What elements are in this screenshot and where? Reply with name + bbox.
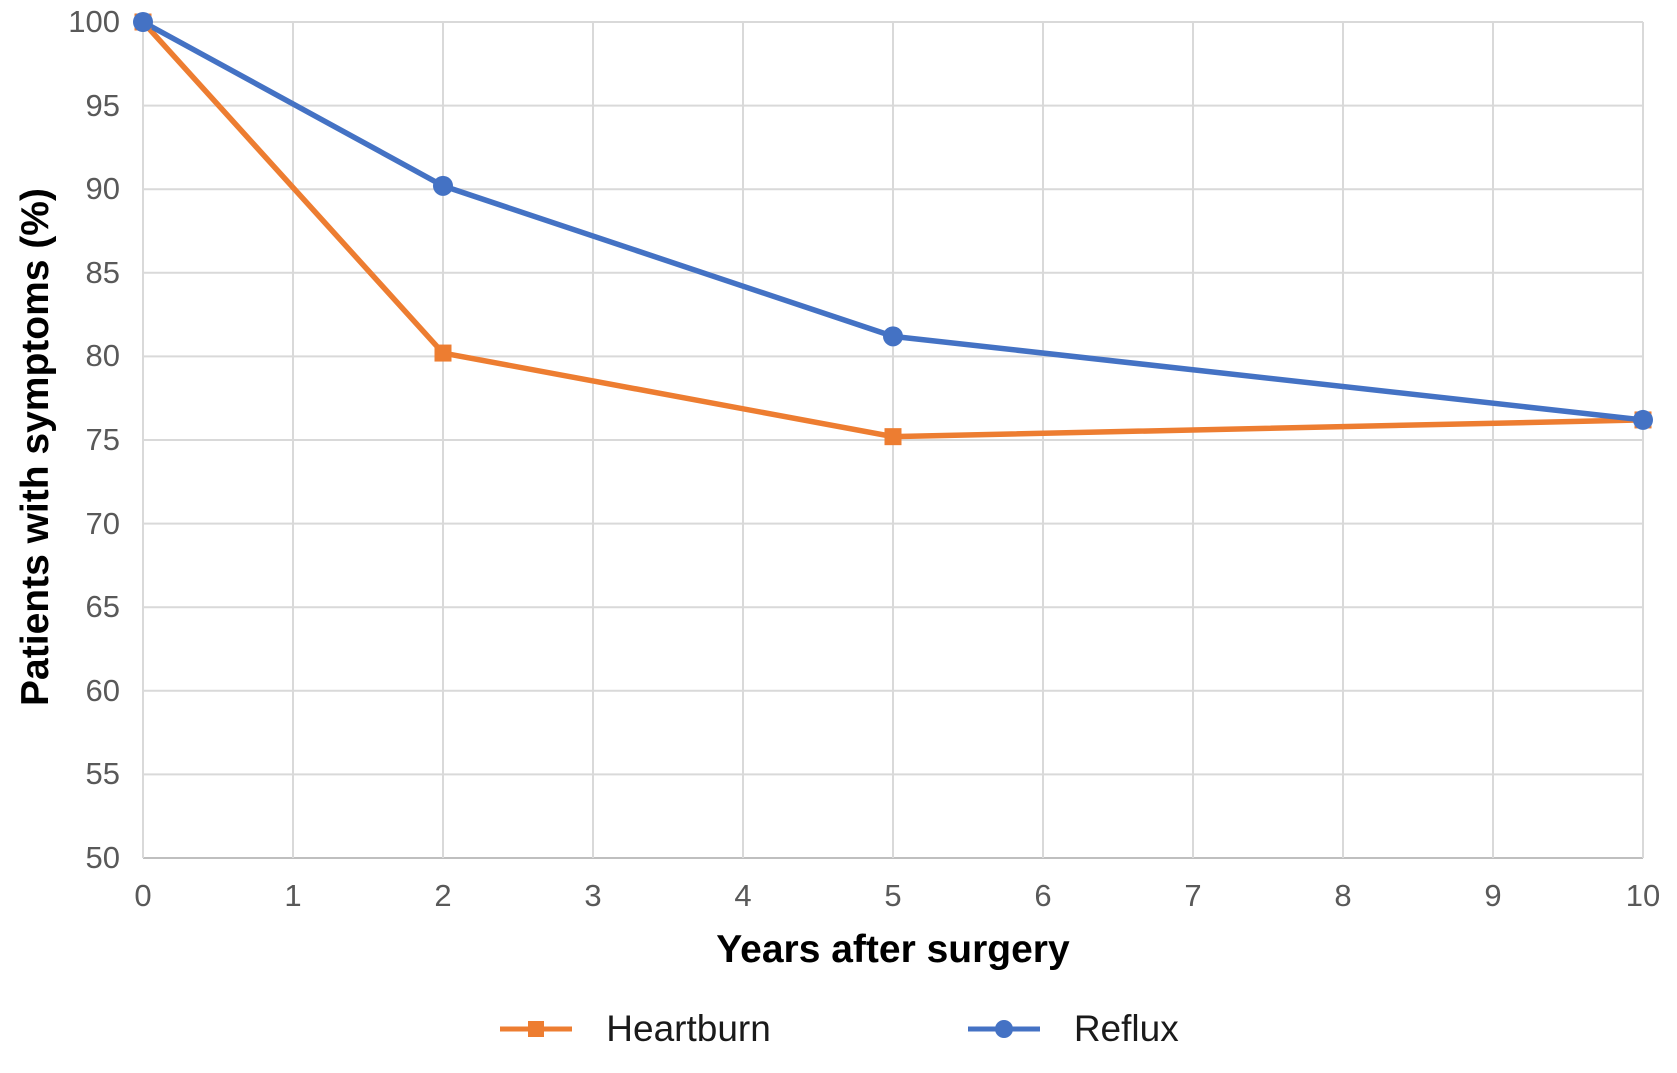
- series-line-heartburn: [140, 19, 1646, 440]
- marker-heartburn: [884, 428, 902, 446]
- legend-marker: [528, 1021, 545, 1037]
- x-tick-label: 7: [1184, 878, 1202, 913]
- series-line-reflux: [140, 19, 1646, 423]
- y-tick-label: 60: [85, 672, 120, 708]
- legend-item-reflux: Reflux: [966, 1008, 1179, 1050]
- y-tick-label: 70: [85, 505, 120, 541]
- marker-reflux: [1633, 409, 1653, 430]
- y-tick-label: 85: [85, 254, 120, 290]
- x-tick-label: 6: [1034, 878, 1052, 913]
- x-tick-label: 1: [284, 878, 302, 913]
- y-tick-label: 75: [85, 422, 120, 457]
- marker-reflux: [433, 175, 453, 196]
- y-tick-label: 90: [85, 171, 120, 207]
- reflux-line-circle-swatch-icon: [967, 1020, 1040, 1038]
- x-axis-title: Years after surgery: [716, 928, 1070, 971]
- legend-item-heartburn: Heartburn: [498, 1008, 771, 1050]
- x-tick-label: 5: [884, 878, 902, 913]
- marker-reflux: [883, 326, 903, 347]
- x-tick-label: 4: [734, 878, 752, 913]
- y-tick-label: 50: [85, 840, 120, 875]
- y-tick-label: 100: [68, 4, 120, 39]
- marker-reflux: [133, 12, 153, 32]
- legend-marker: [994, 1020, 1013, 1038]
- legend-label-reflux: Reflux: [1073, 1008, 1179, 1049]
- x-tick-label: 10: [1625, 878, 1661, 913]
- y-tick-label: 80: [85, 338, 120, 374]
- x-tick-label: 2: [434, 878, 452, 913]
- y-tick-label: 95: [85, 87, 120, 123]
- x-tick-label: 9: [1484, 878, 1502, 913]
- legend: Heartburn Reflux: [0, 1008, 1677, 1050]
- heartburn-line-square-swatch-icon: [500, 1021, 573, 1037]
- marker-heartburn: [434, 344, 452, 362]
- plot-area: [133, 12, 1653, 859]
- x-tick-label: 8: [1334, 878, 1352, 913]
- y-tick-label: 65: [85, 589, 120, 625]
- x-tick-label: 3: [584, 878, 602, 913]
- x-tick-label: 0: [134, 878, 152, 913]
- legend-label-heartburn: Heartburn: [606, 1008, 771, 1049]
- y-tick-label: 55: [85, 756, 120, 792]
- y-axis-title: Patients with symptoms (%): [14, 188, 57, 706]
